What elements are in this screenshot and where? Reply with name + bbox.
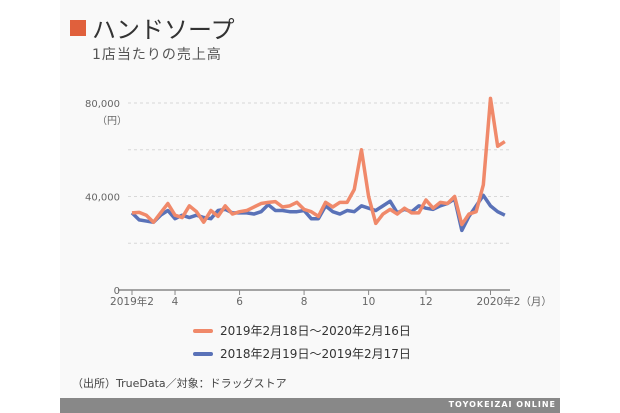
legend-item-2018: 2018年2月19日～2019年2月17日 [193, 345, 411, 362]
chart-title: ハンドソープ [70, 10, 235, 45]
y-tick-label: 40,000 [85, 193, 120, 204]
series-line-2019 [131, 96, 506, 227]
footer-brand: TOYOKEIZAI ONLINE [448, 400, 556, 409]
x-tick-label: 10 [362, 296, 375, 308]
x-tick-label: 6 [236, 296, 243, 308]
legend-label: 2019年2月18日～2020年2月16日 [220, 324, 411, 338]
legend-item-2019: 2019年2月18日～2020年2月16日 [193, 322, 411, 339]
y-axis-unit: （円） [97, 116, 127, 127]
x-tick-label: 12 [419, 296, 432, 308]
source-note: （出所）TrueData／対象：ドラッグストア [72, 377, 287, 390]
x-tick-label: 2020年2（月） [477, 295, 552, 308]
legend-label: 2018年2月19日～2019年2月17日 [220, 347, 411, 361]
y-tick-label: 80,000 [85, 99, 120, 110]
title-marker [70, 19, 86, 36]
x-tick-label: 8 [301, 296, 308, 308]
x-tick-label: 4 [172, 296, 179, 308]
legend-swatch [193, 351, 213, 356]
title-text: ハンドソープ [92, 16, 235, 44]
legend-swatch [193, 328, 213, 333]
y-tick-label: 0 [114, 286, 120, 297]
chart-subtitle: 1店当たりの売上高 [92, 47, 222, 63]
footer-bar: TOYOKEIZAI ONLINE [60, 398, 560, 413]
x-tick-label: 2019年2 [110, 295, 154, 308]
